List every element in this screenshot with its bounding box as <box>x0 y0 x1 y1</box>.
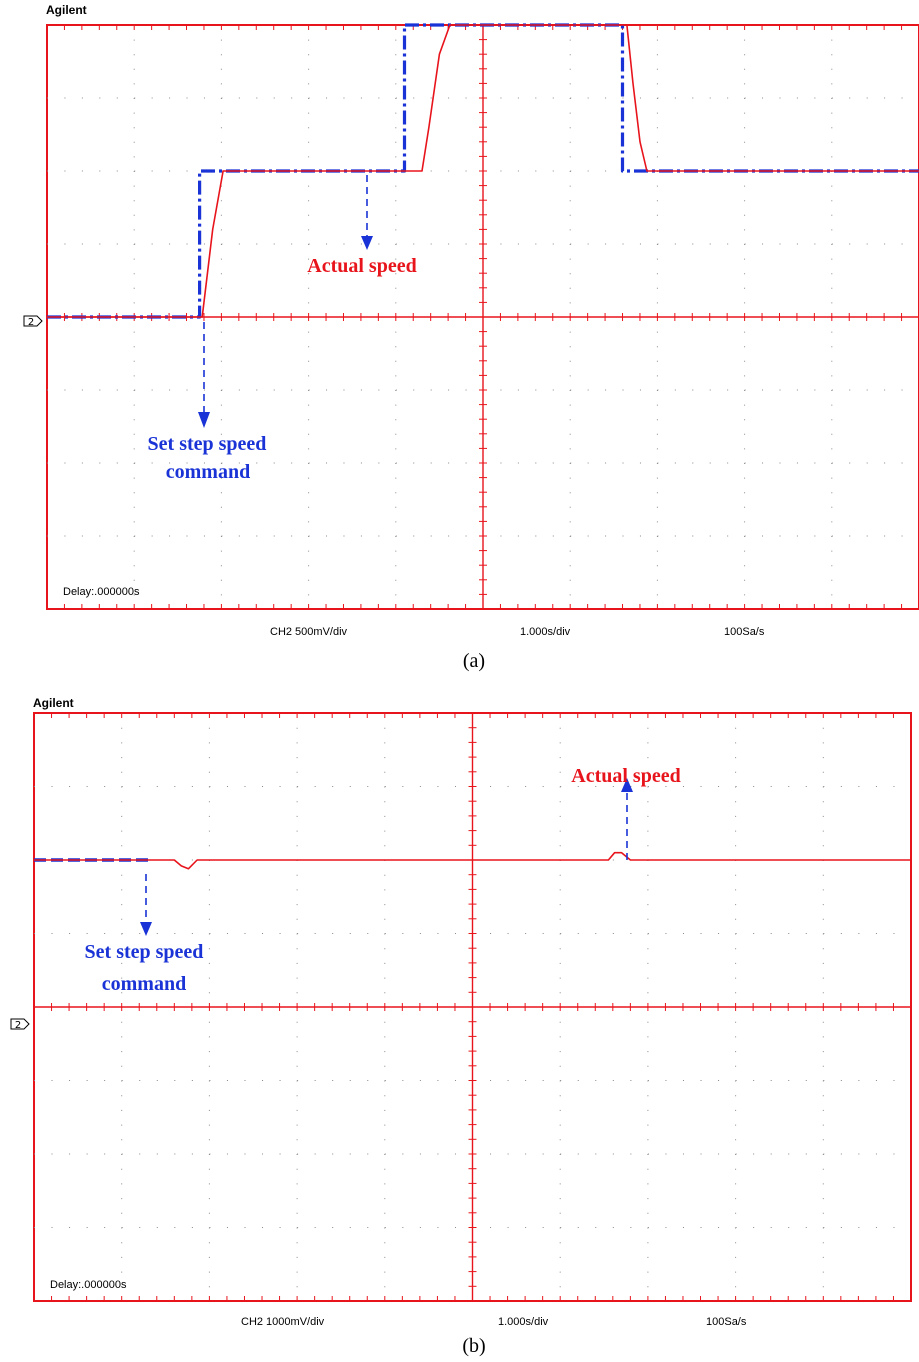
channel-scale-a: CH2 500mV/div <box>270 626 348 638</box>
annotation-set-step-speed: Set step speed <box>148 433 267 455</box>
actual-speed-arrow-head <box>361 236 373 250</box>
annotations-a: Actual speed Set step speed command <box>148 175 417 483</box>
delay-label-a: Delay:.000000s <box>63 586 140 598</box>
series-a <box>47 23 919 319</box>
annotations-b: Actual speed Set step speed command <box>85 765 681 995</box>
series-b <box>34 851 911 870</box>
actual-speed-arrow-head <box>621 778 633 792</box>
series-actual-line <box>47 24 919 318</box>
set-step-arrow-head <box>140 922 152 936</box>
panel-caption-b: (b) <box>462 1335 486 1357</box>
delay-label-b: Delay:.000000s <box>50 1279 127 1291</box>
channel-scale-b: CH2 1000mV/div <box>241 1316 325 1328</box>
series-actual-line <box>34 851 911 870</box>
annotation-actual-speed: Actual speed <box>571 765 680 787</box>
series-command-line <box>47 23 919 319</box>
scope-panel-b: Agilent Actual speed Set step speed comm… <box>0 688 919 1362</box>
sample-rate-a: 100Sa/s <box>724 626 765 638</box>
timebase-b: 1.000s/div <box>498 1316 549 1328</box>
scope-plot-b: Actual speed Set step speed command 2 <box>10 712 912 1302</box>
scope-panel-a: Agilent Actual speed Set step speed comm… <box>0 0 919 680</box>
channel-marker-b: 2 <box>10 1018 30 1031</box>
timebase-a: 1.000s/div <box>520 626 571 638</box>
annotation-set-step-speed: Set step speed <box>85 941 204 963</box>
channel-marker-b-label: 2 <box>15 1020 21 1031</box>
scope-brand-label: Agilent <box>33 696 74 710</box>
sample-rate-b: 100Sa/s <box>706 1316 747 1328</box>
panel-caption-a: (a) <box>462 650 486 672</box>
scope-plot-a: Actual speed Set step speed command 2 <box>23 23 919 610</box>
annotation-command: command <box>166 461 250 483</box>
scope-brand-label: Agilent <box>46 3 87 17</box>
set-step-arrow-head <box>198 412 210 428</box>
annotation-command: command <box>102 973 186 995</box>
grid-b <box>33 712 912 1302</box>
channel-marker-a: 2 <box>23 315 43 328</box>
annotation-actual-speed: Actual speed <box>307 255 416 277</box>
channel-marker-a-label: 2 <box>28 317 34 328</box>
